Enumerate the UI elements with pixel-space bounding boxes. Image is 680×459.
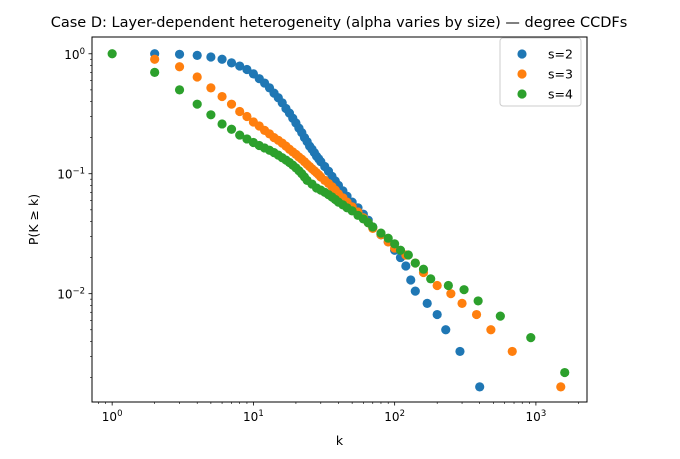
- legend-marker: [517, 49, 527, 59]
- data-point: [410, 286, 420, 296]
- y-tick-label: 100: [64, 47, 85, 62]
- legend-marker: [517, 69, 527, 79]
- data-point: [174, 49, 185, 59]
- legend: s=2 s=3 s=4: [499, 37, 582, 107]
- data-point: [457, 298, 467, 308]
- data-point: [174, 85, 185, 95]
- y-tick-label: 10−1: [57, 167, 85, 182]
- data-point: [446, 289, 456, 299]
- data-point: [376, 228, 386, 238]
- data-point: [471, 309, 482, 320]
- data-point: [455, 346, 465, 357]
- data-point: [395, 245, 406, 255]
- data-point: [432, 309, 442, 320]
- data-point: [174, 62, 185, 72]
- x-tick-label: 102: [384, 409, 405, 424]
- data-point: [226, 99, 237, 109]
- legend-label: s=3: [548, 67, 573, 82]
- data-point: [432, 280, 442, 291]
- data-point: [441, 325, 451, 335]
- data-point: [242, 111, 252, 122]
- data-point: [226, 58, 237, 68]
- data-point: [560, 367, 570, 378]
- y-axis-label: P(K ≥ k): [26, 194, 41, 245]
- x-axis-label: k: [336, 433, 344, 448]
- data-point: [150, 67, 160, 77]
- legend-marker: [517, 89, 527, 99]
- data-point: [226, 124, 237, 134]
- data-point: [192, 72, 202, 82]
- data-point: [192, 50, 202, 60]
- data-point: [486, 325, 496, 335]
- data-point: [526, 333, 536, 343]
- data-point: [242, 64, 252, 75]
- data-point: [401, 261, 411, 271]
- major-ticks: 100 101 102 103 10−2 10−1 100: [57, 47, 546, 424]
- y-tick-label: 10−2: [57, 287, 85, 302]
- data-point: [107, 49, 117, 59]
- data-point: [217, 119, 227, 129]
- data-point: [473, 296, 483, 306]
- data-point: [418, 264, 429, 274]
- data-point: [217, 91, 227, 102]
- data-point: [206, 110, 216, 120]
- x-tick-label: 101: [243, 409, 264, 424]
- legend-label: s=2: [548, 47, 573, 62]
- legend-label: s=4: [548, 87, 573, 102]
- data-point: [406, 275, 416, 285]
- data-point: [368, 222, 378, 232]
- data-point: [403, 250, 413, 260]
- data-point: [507, 346, 517, 357]
- data-point: [556, 382, 566, 392]
- data-point: [235, 61, 245, 71]
- data-point: [217, 54, 227, 64]
- x-tick-label: 100: [102, 409, 123, 424]
- data-point: [390, 239, 400, 249]
- data-point: [459, 285, 469, 295]
- series-s4: [107, 49, 570, 378]
- data-point: [150, 54, 160, 64]
- data-point: [235, 130, 245, 140]
- data-point: [206, 83, 216, 93]
- data-point: [495, 311, 505, 321]
- data-point: [235, 106, 245, 117]
- plot-frame: [91, 36, 588, 403]
- data-point: [192, 99, 202, 109]
- data-point: [410, 258, 420, 268]
- data-point: [383, 233, 393, 243]
- x-tick-label: 103: [526, 409, 547, 424]
- chart-title: Case D: Layer-dependent heterogeneity (a…: [51, 15, 628, 31]
- data-point: [422, 298, 432, 308]
- data-point: [443, 280, 453, 291]
- data-point: [206, 52, 216, 62]
- data-point: [475, 382, 485, 392]
- data-points: [107, 49, 570, 392]
- data-point: [426, 274, 436, 284]
